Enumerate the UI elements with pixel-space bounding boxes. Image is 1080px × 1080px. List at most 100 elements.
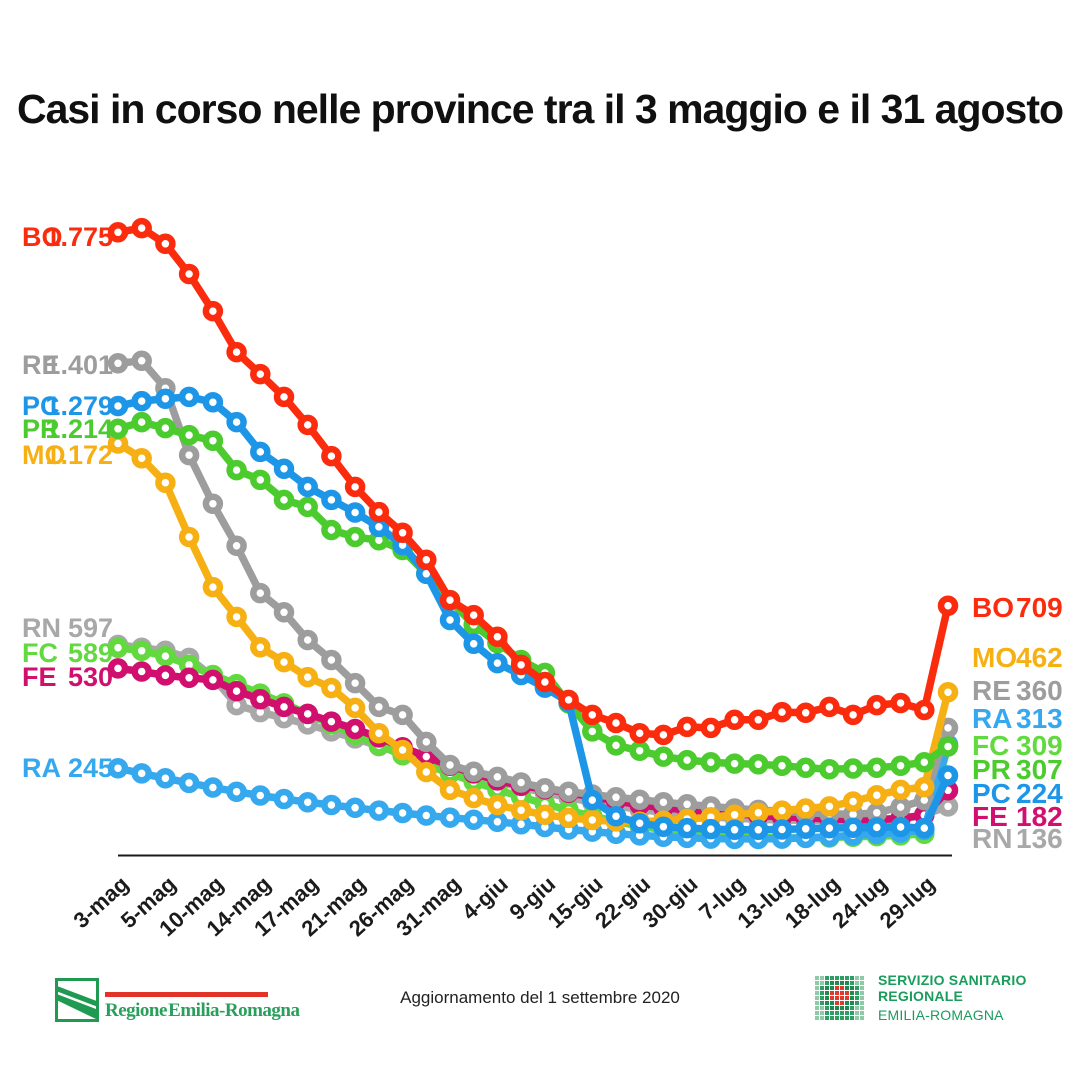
marker-MO — [273, 651, 295, 673]
marker-PC — [202, 391, 224, 413]
marker-BO — [676, 716, 698, 738]
right-value-RE: 360 — [1016, 675, 1063, 706]
marker-BO — [605, 712, 627, 734]
right-value-FC: 309 — [1016, 730, 1063, 761]
ssr-icon-dot — [860, 1005, 864, 1010]
left-value-MO: 1.172 — [45, 440, 113, 470]
marker-PC — [344, 502, 366, 523]
ssr-icon-dot — [850, 1000, 854, 1005]
marker-RE — [178, 444, 200, 466]
marker-MO — [321, 677, 342, 699]
marker-PR — [890, 755, 911, 776]
regione-emilia-romagna-logo: Regione Emilia-Romagna — [55, 978, 300, 1022]
ssr-icon-dot — [860, 1000, 864, 1005]
ssr-icon-dot — [860, 975, 864, 980]
marker-BO — [344, 476, 366, 498]
marker-PR — [937, 736, 959, 757]
left-label-PC: PC — [22, 391, 60, 421]
marker-BO — [463, 604, 484, 626]
marker-MO — [297, 666, 318, 688]
marker-MO — [439, 779, 461, 801]
marker-BO — [534, 671, 556, 693]
marker-PC — [250, 441, 271, 463]
marker-PR — [273, 489, 295, 511]
marker-RN — [937, 796, 959, 817]
ssr-icon-dot — [855, 980, 859, 985]
marker-RE — [653, 791, 674, 813]
series-RA — [107, 734, 959, 850]
marker-BO — [510, 654, 532, 676]
marker-RE — [487, 766, 508, 788]
series-layer — [107, 217, 959, 850]
ssr-icon-dot — [840, 980, 844, 985]
ssr-icon-dot — [845, 1005, 849, 1010]
marker-MO — [937, 681, 959, 703]
ssr-icon-dot — [845, 1010, 849, 1015]
marker-RE — [392, 704, 413, 726]
ssr-icon-dot — [825, 985, 829, 990]
ssr-icon-dot — [830, 1000, 834, 1005]
ssr-icon-dot — [850, 1010, 854, 1015]
marker-RE — [510, 772, 532, 793]
ssr-icon-dot — [845, 1015, 849, 1020]
left-label-FE: FE — [22, 662, 57, 692]
marker-MO — [582, 809, 603, 831]
marker-PR — [605, 735, 627, 756]
ssr-icon-dot — [855, 1000, 859, 1005]
ssr-icon-dot — [840, 985, 844, 990]
marker-PC — [724, 819, 745, 841]
marker-PR — [819, 758, 840, 780]
ssr-icon-dot — [840, 1015, 844, 1020]
ssr-icon-dot — [835, 995, 839, 1000]
marker-PC — [297, 476, 318, 498]
right-value-PR: 307 — [1016, 754, 1063, 785]
marker-RE — [297, 629, 318, 651]
marker-PR — [771, 755, 793, 776]
marker-PC — [605, 805, 627, 827]
ssr-logo-line2: EMILIA-ROMAGNA — [878, 1007, 1004, 1023]
left-label-RN: RN — [22, 613, 61, 643]
marker-PR — [202, 430, 224, 451]
ssr-icon-dot — [850, 985, 854, 990]
ssr-icon-dot — [835, 990, 839, 995]
marker-RA — [273, 788, 295, 810]
marker-PR — [131, 411, 152, 433]
marker-MO — [819, 796, 840, 817]
left-value-RE: 1.401 — [45, 350, 113, 380]
ssr-icon-dot — [840, 990, 844, 995]
right-label-FE: FE — [972, 801, 1008, 832]
marker-RA — [226, 781, 247, 802]
marker-MO — [748, 802, 769, 823]
ssr-icon-dot — [835, 1005, 839, 1010]
marker-RA — [368, 800, 390, 821]
right-label-RA: RA — [972, 703, 1012, 734]
marker-PC — [487, 652, 508, 674]
ssr-icon-dot — [820, 1005, 824, 1010]
marker-PR — [107, 418, 129, 440]
marker-RE — [273, 602, 295, 623]
ssr-icon-dot — [850, 990, 854, 995]
ssr-icon-dot — [820, 980, 824, 985]
marker-BO — [297, 414, 318, 436]
marker-MO — [771, 800, 793, 821]
marker-BO — [819, 696, 840, 718]
ssr-icon-dot — [855, 1005, 859, 1010]
marker-BO — [178, 263, 200, 285]
ssr-icon-dot — [830, 995, 834, 1000]
ssr-icon-dot — [840, 1000, 844, 1005]
marker-RE — [107, 353, 129, 374]
marker-MO — [534, 804, 556, 826]
marker-MO — [155, 472, 176, 493]
marker-BO — [226, 341, 247, 363]
marker-PR — [226, 459, 247, 481]
ssr-dots-icon — [815, 975, 864, 1020]
series-line-BO — [117, 224, 952, 739]
marker-MO — [392, 739, 413, 761]
ssr-icon-dot — [820, 975, 824, 980]
marker-RE — [344, 672, 366, 694]
ssr-icon-dot — [820, 1015, 824, 1020]
right-value-RA: 313 — [1016, 703, 1063, 734]
left-value-RA: 245 — [68, 753, 113, 783]
marker-BO — [724, 709, 745, 731]
marker-FE — [321, 711, 342, 732]
